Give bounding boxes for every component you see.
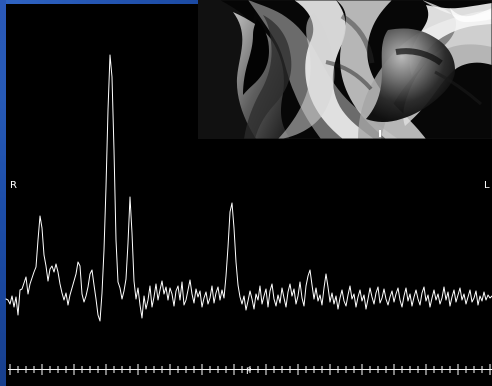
orientation-right-label: R xyxy=(10,180,17,191)
blue-top-frame xyxy=(6,0,198,4)
mri-inset-image xyxy=(198,0,492,139)
inset-marker xyxy=(379,130,381,137)
blue-left-frame xyxy=(0,0,6,386)
orientation-left-label: L xyxy=(484,180,490,191)
orientation-posterior-label: P xyxy=(246,367,252,377)
mri-scan-picture xyxy=(198,0,492,139)
